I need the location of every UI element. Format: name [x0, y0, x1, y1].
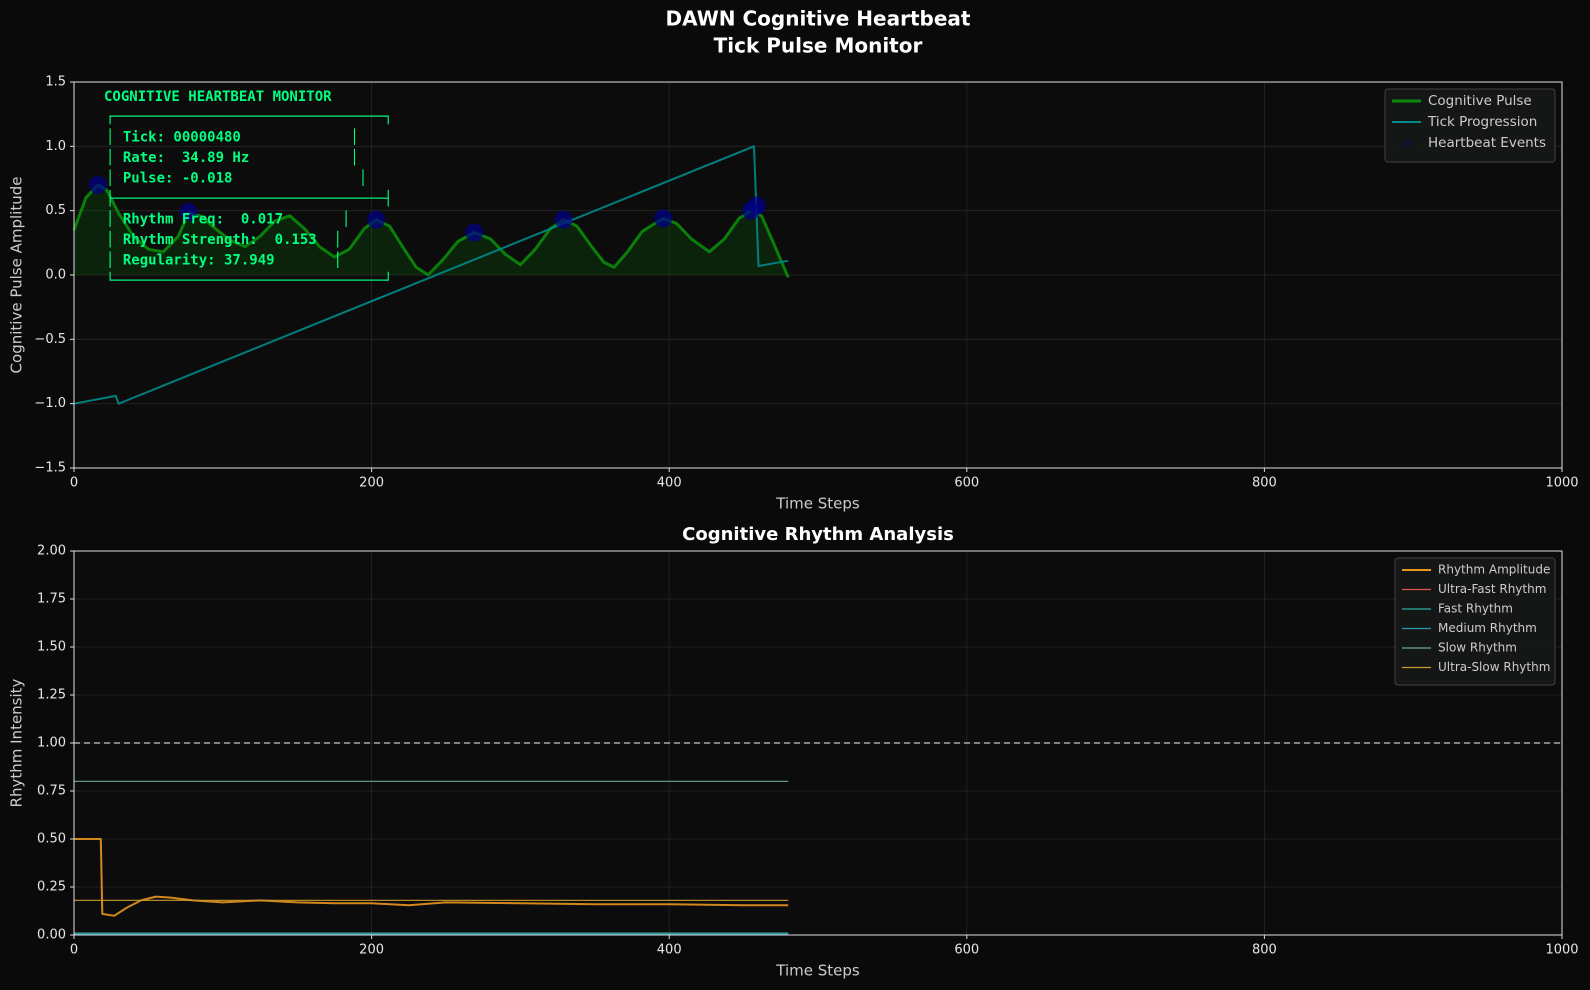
legend-box — [1394, 557, 1556, 686]
y-tick-label: 1.00 — [37, 736, 66, 751]
x-tick-label: 0 — [70, 943, 78, 958]
y-tick-label: 0.0 — [45, 268, 66, 283]
y-tick-label: −1.5 — [34, 461, 66, 476]
y-tick-label: 1.0 — [45, 139, 66, 154]
legend-label: Tick Progression — [1427, 114, 1537, 130]
legend-label: Cognitive Pulse — [1428, 93, 1532, 109]
x-axis-label: Time Steps — [775, 495, 860, 513]
series-line — [73, 145, 789, 405]
y-tick-label: 0.75 — [37, 784, 66, 799]
heartbeat-event — [465, 223, 484, 242]
x-tick-label: 0 — [70, 476, 78, 491]
x-tick-label: 400 — [657, 476, 682, 491]
legend-label: Slow Rhythm — [1438, 641, 1517, 655]
y-tick-label: −0.5 — [34, 332, 66, 347]
legend-label: Ultra-Fast Rhythm — [1438, 582, 1546, 596]
y-tick-label: 0.50 — [37, 832, 66, 847]
monitor-text: COGNITIVE HEARTBEAT MONITOR — [104, 89, 332, 105]
axes-frame — [73, 550, 1563, 936]
series-area — [74, 184, 789, 278]
legend-label: Fast Rhythm — [1438, 602, 1513, 616]
heartbeat-event — [179, 202, 198, 221]
monitor-text: ├────────────────────────────────┤ — [106, 189, 393, 207]
figure-subtitle: Tick Pulse Monitor — [714, 34, 923, 58]
heartbeat-event — [88, 175, 107, 194]
y-axis-label: Cognitive Pulse Amplitude — [8, 177, 26, 374]
x-tick-label: 200 — [359, 943, 384, 958]
monitor-text: ┌────────────────────────────────┐ — [106, 109, 393, 125]
x-tick-label: 600 — [954, 943, 979, 958]
y-tick-label: 1.50 — [37, 640, 66, 655]
legend-label: Rhythm Amplitude — [1438, 563, 1550, 577]
chart-title: Cognitive Rhythm Analysis — [682, 524, 954, 545]
x-axis-label: Time Steps — [775, 962, 860, 980]
monitor-text: │ Pulse: -0.018 │ — [106, 169, 367, 187]
monitor-text: │ Rhythm Freq: 0.017 │ — [106, 210, 350, 228]
y-tick-label: 1.75 — [37, 592, 66, 607]
y-tick-label: −1.0 — [34, 396, 66, 411]
y-axis-label: Rhythm Intensity — [8, 678, 26, 807]
y-tick-label: 1.25 — [37, 688, 66, 703]
monitor-text: └────────────────────────────────┘ — [106, 272, 393, 289]
y-tick-label: 1.5 — [45, 75, 66, 90]
heartbeat-event — [367, 210, 386, 229]
heartbeat-event — [554, 210, 573, 229]
legend-box — [1384, 88, 1556, 163]
monitor-text: │ Tick: 00000480 │ — [106, 128, 359, 146]
x-tick-label: 800 — [1252, 943, 1277, 958]
y-tick-label: 0.5 — [45, 203, 66, 218]
heartbeat-event — [747, 196, 766, 215]
y-tick-label: 0.25 — [37, 880, 66, 895]
figure-title: DAWN Cognitive Heartbeat — [666, 7, 971, 31]
x-tick-label: 1000 — [1545, 943, 1578, 958]
monitor-text: │ Regularity: 37.949 │ — [106, 251, 342, 269]
legend-marker — [1402, 138, 1412, 148]
legend-label: Medium Rhythm — [1438, 621, 1537, 635]
monitor-text: │ Rate: 34.89 Hz │ — [106, 148, 359, 166]
y-tick-label: 0.00 — [37, 928, 66, 943]
heartbeat-event — [654, 209, 673, 228]
x-tick-label: 600 — [954, 476, 979, 491]
y-tick-label: 2.00 — [37, 544, 66, 559]
x-tick-label: 400 — [657, 943, 682, 958]
legend-label: Ultra-Slow Rhythm — [1438, 660, 1550, 674]
monitor-text: │ Rhythm Strength: 0.153 │ — [106, 230, 342, 248]
x-tick-label: 800 — [1252, 476, 1277, 491]
x-tick-label: 1000 — [1545, 476, 1578, 491]
axes-frame — [73, 81, 1563, 469]
legend-label: Heartbeat Events — [1428, 135, 1546, 151]
x-tick-label: 200 — [359, 476, 384, 491]
